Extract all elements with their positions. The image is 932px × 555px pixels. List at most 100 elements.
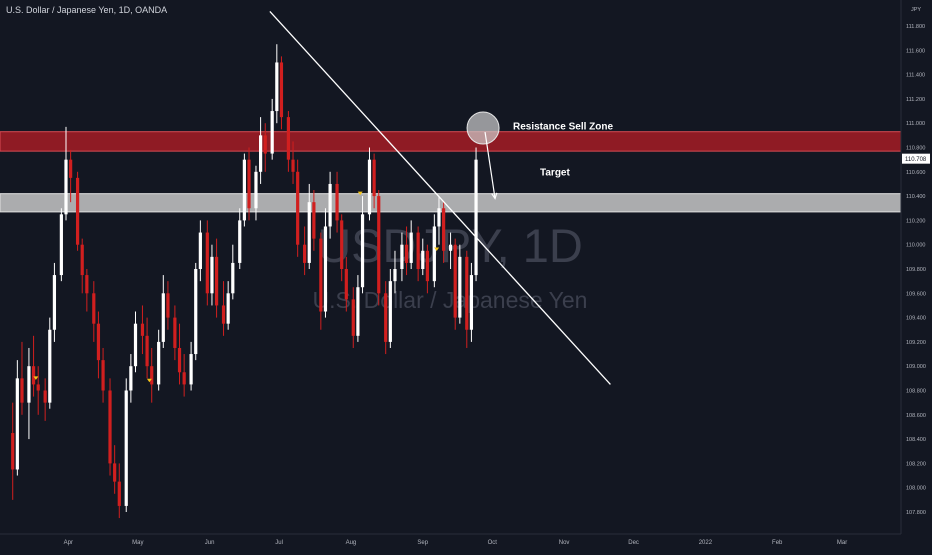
candle-body — [340, 220, 344, 269]
candle — [157, 329, 161, 391]
target-arrow-head — [491, 192, 498, 200]
candle-body — [96, 323, 101, 361]
candle-body — [474, 159, 478, 276]
candle — [133, 311, 138, 373]
candle — [11, 402, 15, 500]
candle-body — [360, 214, 365, 288]
price-tick-label: 111.400 — [906, 73, 925, 79]
candle-body — [145, 335, 149, 367]
price-tick-label: 108.800 — [906, 389, 926, 395]
candle — [247, 147, 251, 221]
candle-body — [198, 232, 202, 269]
candle — [448, 232, 453, 269]
candle — [27, 347, 31, 440]
candle-body — [194, 269, 198, 355]
candle — [469, 262, 474, 342]
candle — [113, 445, 117, 494]
price-tick-label: 111.600 — [906, 48, 925, 54]
price-tick-label: 109.800 — [906, 267, 926, 273]
candle — [404, 226, 409, 276]
candle-body — [157, 341, 161, 385]
candle — [303, 226, 307, 276]
candle — [442, 202, 446, 263]
price-tick-label: 110.600 — [906, 170, 925, 176]
candle — [43, 378, 47, 421]
candle-body — [421, 250, 425, 269]
resistance-zone[interactable] — [0, 131, 902, 152]
candle — [367, 147, 372, 221]
price-tick-label: 108.600 — [906, 413, 926, 419]
candle — [453, 238, 457, 330]
candle-body — [133, 323, 138, 367]
candle-body — [48, 329, 52, 403]
candle — [182, 354, 186, 397]
candle — [210, 244, 214, 306]
trendline[interactable] — [269, 10, 611, 385]
candle — [270, 98, 274, 160]
candle-body — [432, 226, 436, 282]
target-arrow[interactable] — [484, 131, 496, 199]
candle-body — [226, 293, 230, 324]
candle-body — [247, 159, 251, 209]
candle — [75, 171, 80, 251]
candle — [15, 360, 19, 476]
candle — [80, 238, 84, 294]
candle-body — [404, 244, 409, 263]
candle — [323, 208, 328, 318]
candle-body — [286, 117, 290, 160]
candle-body — [388, 281, 392, 342]
candle-body — [205, 232, 209, 294]
watermark: USDJPY, 1D U.S. Dollar / Japanese Yen — [313, 219, 588, 313]
candle — [356, 275, 360, 342]
candle-body — [416, 232, 420, 269]
candle — [101, 347, 105, 403]
price-axis[interactable]: JPY 107.800 108.000 108.200 108.400 108.600 1… — [900, 0, 932, 550]
candle-body — [319, 238, 323, 312]
candle-body — [101, 360, 105, 391]
price-tick-label: 109.600 — [906, 291, 926, 297]
candle — [393, 250, 397, 294]
event-marker[interactable] — [33, 376, 39, 380]
candle-body — [43, 390, 47, 403]
candle-body — [291, 159, 295, 172]
time-tick-label: Oct — [488, 540, 498, 546]
candle — [205, 220, 209, 306]
candle-body — [356, 287, 360, 336]
candle — [173, 305, 177, 361]
candle-body — [367, 159, 372, 215]
last-price-tag — [902, 153, 930, 164]
candle — [92, 281, 96, 342]
sell-zone-circle[interactable] — [466, 111, 500, 145]
resistance-zone-label: Resistance Sell Zone — [513, 121, 613, 132]
candle-body — [344, 269, 348, 300]
time-axis[interactable]: Apr May Jun Jul Aug Sep Oct Nov Dec 2022 Feb Mar — [0, 533, 932, 550]
candle-body — [335, 183, 339, 221]
candle-body — [20, 378, 24, 403]
symbol-title: U.S. Dollar / Japanese Yen, 1D, OANDA — [6, 5, 168, 15]
candle — [36, 366, 40, 415]
event-marker[interactable] — [357, 191, 363, 196]
candle — [360, 196, 365, 294]
candle — [96, 311, 101, 379]
time-tick-label: Dec — [628, 540, 639, 546]
time-tick-label: Sep — [417, 540, 428, 546]
candle — [388, 269, 392, 348]
candle — [194, 262, 198, 361]
candle-body — [372, 159, 376, 197]
candle — [372, 153, 376, 209]
event-marker[interactable] — [146, 378, 152, 383]
zones-layer — [0, 131, 902, 213]
candle-body — [377, 196, 381, 294]
candle-body — [328, 183, 332, 227]
event-marker[interactable] — [434, 247, 440, 252]
candle — [340, 214, 344, 282]
price-tick-label: 108.000 — [906, 486, 926, 492]
time-tick-label: Mar — [837, 540, 847, 546]
candle-body — [393, 269, 397, 282]
candle-body — [92, 293, 96, 324]
candle-body — [182, 372, 186, 385]
candle-body — [307, 202, 311, 263]
price-tick-label: 109.200 — [906, 340, 926, 346]
